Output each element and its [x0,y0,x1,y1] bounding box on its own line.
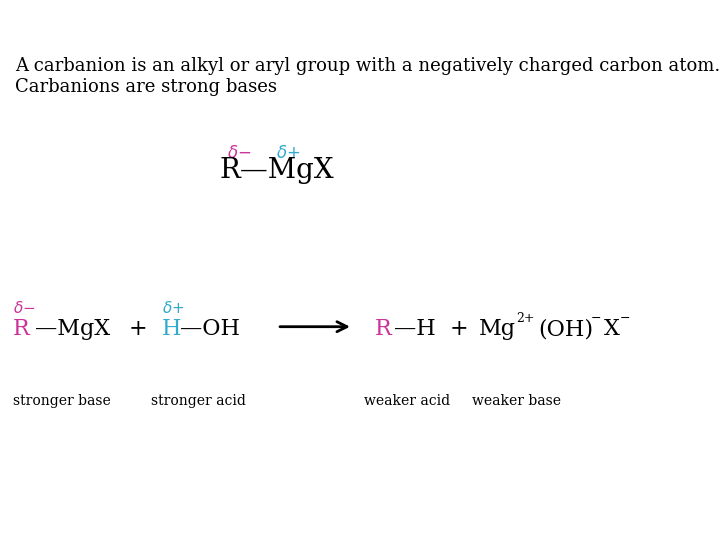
Text: R: R [13,318,30,340]
Text: stronger base: stronger base [13,394,111,408]
Text: $\delta\!-$: $\delta\!-$ [13,300,36,316]
Text: R: R [374,318,391,340]
Text: —MgX: —MgX [35,318,109,340]
Text: −: − [591,312,602,325]
Text: $\delta\!+$: $\delta\!+$ [276,145,300,162]
Text: +: + [450,318,469,340]
Text: weaker acid: weaker acid [364,394,450,408]
Text: −: − [620,312,631,325]
Text: H: H [162,318,181,340]
Text: X: X [604,318,620,340]
Text: Mg: Mg [479,318,516,340]
Text: —OH: —OH [180,318,240,340]
Text: stronger acid: stronger acid [151,394,246,408]
Text: $\delta\!-$: $\delta\!-$ [227,145,252,162]
Text: 2+: 2+ [516,312,535,325]
Text: Carbanions are strong bases: Carbanions are strong bases [15,78,277,96]
Text: weaker base: weaker base [472,394,561,408]
Text: $\delta\!+$: $\delta\!+$ [162,300,185,316]
Text: —H: —H [394,318,436,340]
Text: +: + [128,318,147,340]
Text: (OH): (OH) [539,318,594,340]
Text: R—MgX: R—MgX [220,157,334,184]
Text: A carbanion is an alkyl or aryl group with a negatively charged carbon atom.: A carbanion is an alkyl or aryl group wi… [15,57,720,75]
